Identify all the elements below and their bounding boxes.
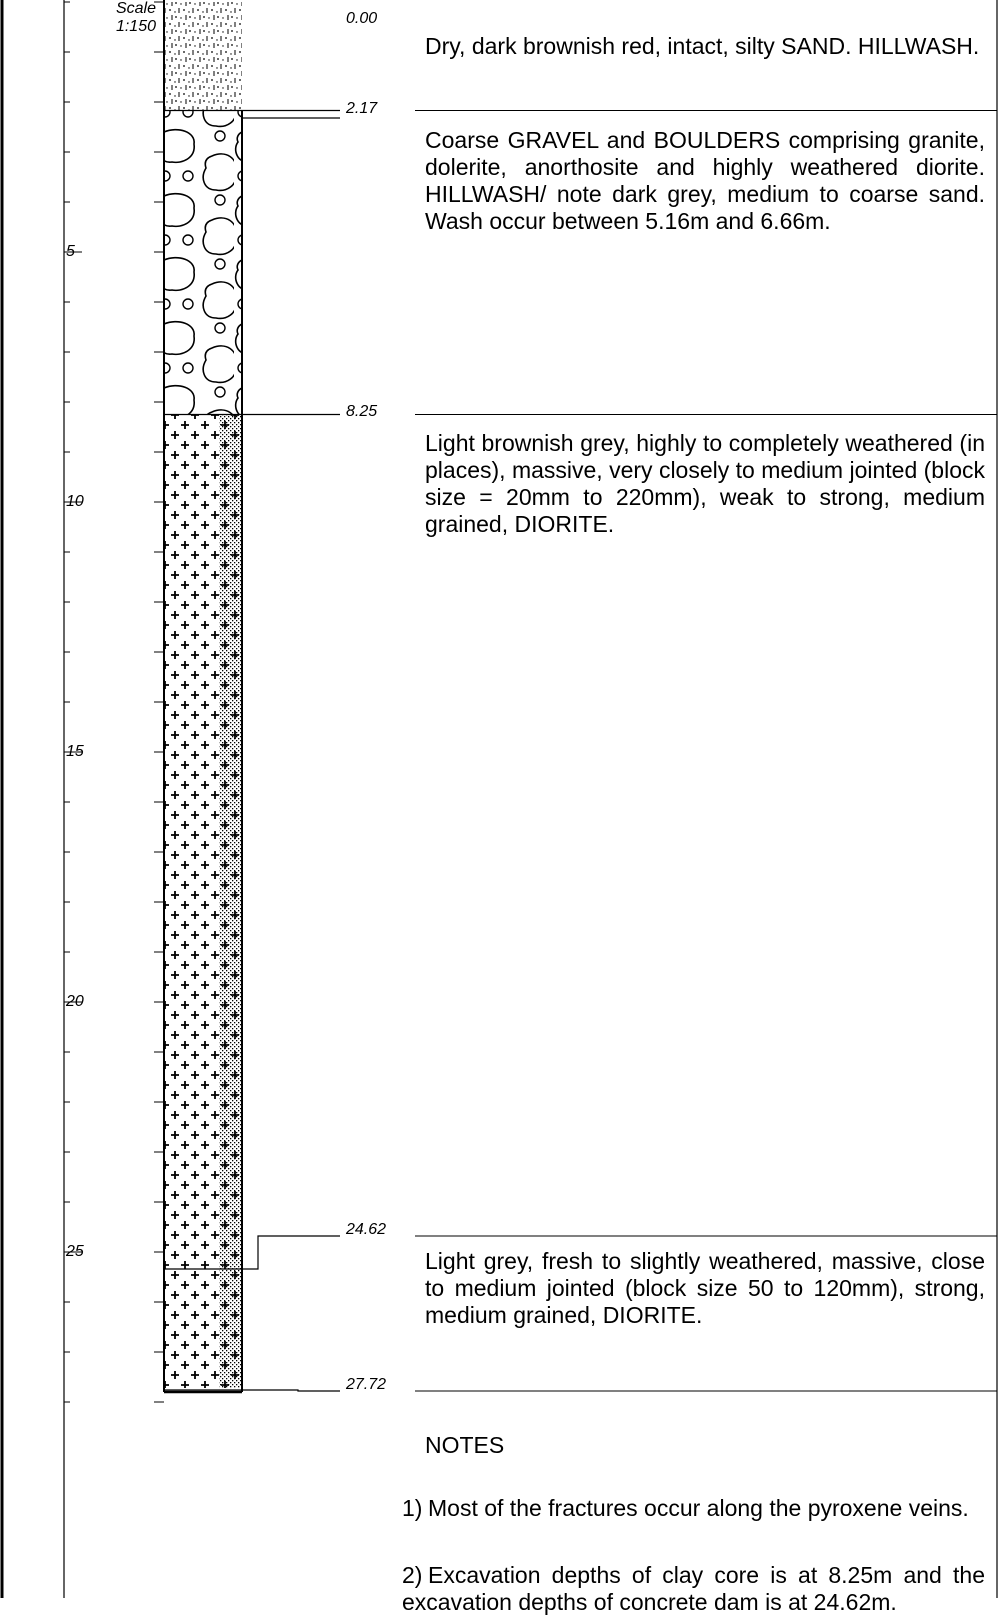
notes-title: NOTES — [425, 1432, 505, 1458]
layer-description: Light brownish grey, highly to completel… — [425, 430, 985, 537]
leader-line — [164, 1235, 340, 1270]
leader-line — [164, 1389, 340, 1392]
note-item: 1) Most of the fractures occur along the … — [402, 1495, 985, 1522]
layer-description: Light grey, fresh to slightly weathered,… — [425, 1248, 985, 1328]
layer-pattern — [164, 2, 242, 111]
depth-axis-label: 15 — [66, 743, 84, 760]
depth-axis-label: 20 — [66, 993, 84, 1010]
depth-axis-label: 10 — [66, 493, 84, 510]
note-number: 2) — [402, 1562, 423, 1588]
depth-axis-label: 25 — [66, 1243, 84, 1260]
layer-pattern — [164, 110, 242, 415]
scale-label: Scale — [115, 0, 156, 17]
depth-label: 2.17 — [346, 100, 378, 117]
depth-label: 27.72 — [346, 1376, 387, 1393]
note-text: Excavation depths of clay core is at 8.2… — [402, 1562, 985, 1615]
note-number: 1) — [402, 1495, 423, 1521]
note-text: Most of the fractures occur along the py… — [428, 1495, 969, 1521]
lithology-column — [163, 0, 243, 1394]
depth-axis-label: 5 — [66, 243, 75, 260]
layer-pattern — [164, 414, 242, 1233]
scale-value: 1:150 — [115, 18, 156, 35]
note-item: 2) Excavation depths of clay core is at 8… — [402, 1562, 985, 1616]
depth-label: 8.25 — [346, 403, 378, 420]
depth-leaders — [164, 109, 997, 1392]
layer-pattern — [164, 1233, 242, 1388]
depth-label: 0.00 — [346, 10, 378, 27]
layer-description: Dry, dark brownish red, intact, silty SA… — [425, 33, 980, 59]
layer-description: Coarse GRAVEL and BOULDERS comprising gr… — [425, 127, 985, 234]
depth-ticks — [64, 1, 164, 1403]
depth-label: 24.62 — [346, 1221, 387, 1238]
